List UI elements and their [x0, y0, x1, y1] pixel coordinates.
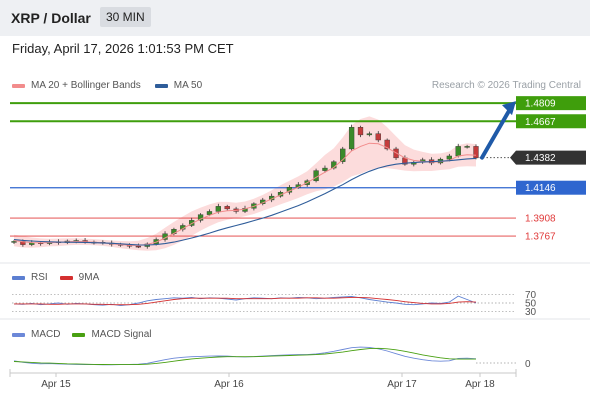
- level-label-0: 1.4809: [525, 99, 556, 110]
- research-credit: Research © 2026 Trading Central: [431, 80, 581, 91]
- level-label-2: 1.4146: [525, 183, 556, 194]
- rsi-ma-legend-label: 9MA: [78, 272, 100, 283]
- candle-body-down: [224, 206, 230, 210]
- bollinger-band: [14, 116, 476, 251]
- projection-arrow-shaft: [480, 107, 512, 160]
- last-price-box: [510, 150, 586, 165]
- macd-line: [13, 346, 477, 366]
- macd-legend-label: MACD: [31, 329, 61, 340]
- candle-body-up: [11, 241, 17, 243]
- rsi-swatch: [12, 275, 25, 280]
- macd-signal-legend-label: MACD Signal: [91, 329, 152, 340]
- ma20-line: [13, 142, 477, 247]
- instrument-title: XRP / Dollar: [11, 10, 91, 26]
- candle: [464, 144, 470, 149]
- macd-legend: MACD MACD Signal: [12, 329, 151, 340]
- price-panel: 1.4809 1.4667 1.4146 1.3908 1.3767 1.4382: [0, 96, 590, 264]
- ma20-legend-label: MA 20 + Bollinger Bands: [31, 80, 141, 91]
- projection-arrow-head: [502, 101, 516, 116]
- candle-body-up: [366, 133, 373, 136]
- rsi-ma-swatch: [59, 275, 73, 280]
- candle-body-down: [473, 146, 479, 159]
- candle: [313, 168, 319, 183]
- time-tick-label-3: Apr 18: [465, 379, 495, 390]
- candle-body-down: [357, 127, 364, 136]
- level-label-1: 1.4667: [525, 117, 556, 128]
- ma50-legend-label: MA 50: [173, 80, 203, 91]
- level-box-0: [516, 96, 586, 111]
- rsi-level-label-30: 30: [525, 307, 537, 318]
- macd-panel: 0: [13, 346, 531, 370]
- rsi-legend-label: RSI: [31, 272, 48, 283]
- rsi-level-label-70: 70: [525, 290, 537, 301]
- candle-body-up: [242, 208, 248, 212]
- candle-body-up: [464, 146, 470, 148]
- candle: [340, 146, 346, 164]
- candle: [366, 131, 373, 137]
- last-price-label: 1.4382: [525, 153, 556, 164]
- time-tick-label-1: Apr 16: [214, 379, 244, 390]
- candle: [348, 124, 355, 151]
- candle-body-down: [393, 148, 399, 159]
- time-axis: Apr 15 Apr 16 Apr 17 Apr 18: [9, 369, 517, 390]
- candle-body-up: [322, 167, 328, 171]
- level-box-2: [516, 180, 586, 195]
- ma50-line: [13, 157, 477, 246]
- candle-body-up: [313, 170, 319, 182]
- candle-body-down: [135, 245, 142, 248]
- price-legend: MA 20 + Bollinger Bands MA 50: [12, 80, 202, 91]
- macd-signal-line: [13, 347, 476, 366]
- candle-body-up: [348, 127, 355, 150]
- ma50-swatch: [154, 83, 168, 88]
- candle: [197, 213, 204, 223]
- chart-datetime: Friday, April 17, 2026 1:01:53 PM CET: [12, 41, 234, 56]
- time-tick-label-2: Apr 17: [387, 379, 417, 390]
- candle-body-up: [215, 206, 221, 212]
- candle: [393, 146, 399, 161]
- candle-body-down: [384, 139, 390, 150]
- ma20-swatch: [12, 83, 25, 88]
- rsi-legend: RSI 9MA: [12, 272, 99, 283]
- level-label-3: 1.3908: [525, 214, 556, 225]
- level-label-4: 1.3767: [525, 232, 556, 243]
- chart-header: XRP / Dollar 30 MIN: [0, 0, 590, 36]
- time-tick-label-0: Apr 15: [41, 379, 71, 390]
- candle-body-up: [206, 211, 213, 215]
- candle: [384, 138, 390, 151]
- candle: [322, 165, 328, 173]
- rsi-ma-line: [14, 296, 477, 306]
- candle: [473, 144, 479, 160]
- macd-swatch: [12, 332, 25, 337]
- macd-signal-swatch: [72, 332, 86, 337]
- rsi-level-label-50: 50: [525, 299, 537, 310]
- candle-body-up: [197, 214, 204, 221]
- candle-body-up: [446, 155, 452, 160]
- candle-body-up: [340, 148, 346, 162]
- level-box-1: [516, 114, 586, 129]
- macd-zero-label: 0: [525, 359, 531, 370]
- candle-body-up: [455, 146, 461, 157]
- candle: [224, 204, 230, 211]
- timeframe-button[interactable]: 30 MIN: [100, 7, 151, 27]
- candle: [357, 125, 364, 138]
- candle-body-down: [375, 133, 381, 141]
- candle: [375, 131, 381, 143]
